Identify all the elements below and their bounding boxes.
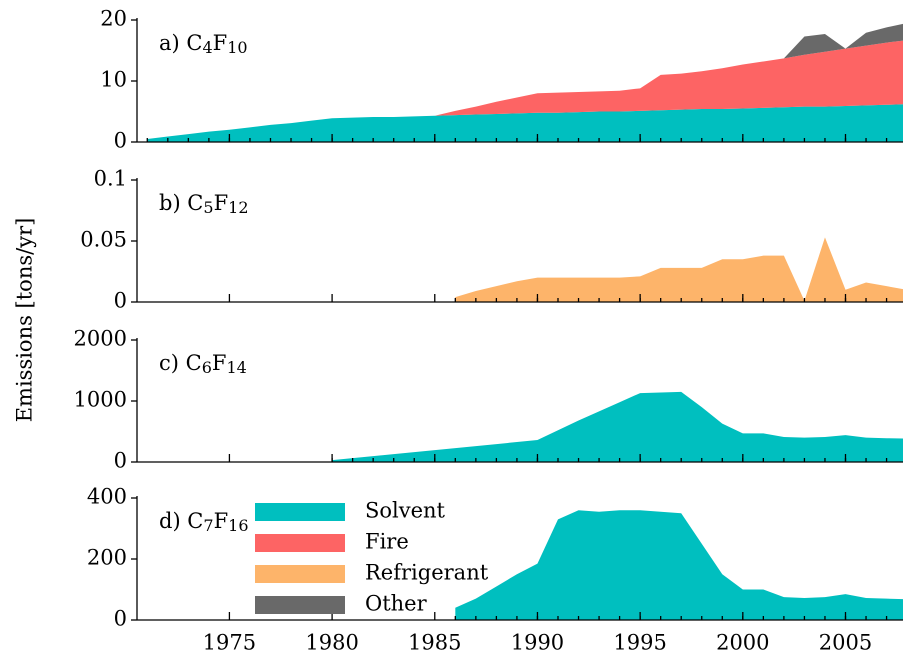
y-tick-label: 200	[87, 546, 127, 570]
panel-title: a) C4F10	[159, 31, 248, 58]
y-tick-label: 0	[114, 607, 127, 631]
x-tick-label: 1980	[305, 631, 358, 655]
x-tick-label: 2005	[819, 631, 872, 655]
title-part: 12	[228, 198, 248, 217]
y-tick-label: 20	[100, 7, 127, 31]
x-tick-label: 2000	[716, 631, 769, 655]
title-part: 10	[227, 38, 247, 57]
area	[147, 40, 903, 139]
y-tick-label: 1000	[74, 388, 127, 412]
plot-area	[147, 23, 903, 142]
title-part: F	[214, 191, 229, 215]
legend-label: Other	[365, 592, 428, 616]
area	[455, 237, 903, 302]
title-part: b) C	[159, 191, 203, 215]
legend-label: Fire	[365, 530, 409, 554]
x-tick-label: 1995	[613, 631, 666, 655]
plot-area	[455, 237, 903, 302]
legend-swatch	[255, 565, 345, 583]
x-tick-label: 1990	[511, 631, 564, 655]
title-part: 14	[226, 358, 246, 377]
title-part: F	[213, 31, 228, 55]
y-tick-label: 0	[114, 129, 127, 153]
title-part: F	[214, 509, 229, 533]
title-part: a) C	[159, 31, 202, 55]
x-tick-label: 1985	[408, 631, 461, 655]
y-tick-label: 0.1	[94, 167, 127, 191]
title-part: 7	[203, 516, 213, 535]
area	[332, 391, 903, 462]
title-part: 4	[202, 38, 212, 57]
y-tick-label: 2000	[74, 327, 127, 351]
legend-label: Refrigerant	[365, 561, 489, 585]
y-tick-label: 0	[114, 449, 127, 473]
title-part: 6	[202, 358, 212, 377]
plot-area	[455, 510, 903, 620]
y-tick-label: 10	[100, 68, 127, 92]
y-tick-label: 0.05	[80, 228, 127, 252]
panel-title: d) C7F16	[159, 509, 249, 536]
legend-swatch	[255, 596, 345, 614]
plot-area	[332, 391, 903, 462]
title-part: 16	[228, 516, 248, 535]
title-part: 5	[203, 198, 213, 217]
panel-title: b) C5F12	[159, 191, 249, 218]
area	[455, 510, 903, 620]
y-tick-label: 0	[114, 289, 127, 313]
y-axis-label: Emissions [tons/yr]	[13, 218, 37, 423]
title-part: c) C	[159, 351, 202, 375]
y-tick-label: 400	[87, 485, 127, 509]
legend-swatch	[255, 503, 345, 521]
legend-swatch	[255, 534, 345, 552]
title-part: F	[212, 351, 227, 375]
title-part: d) C	[159, 509, 203, 533]
panel-title: c) C6F14	[159, 351, 247, 378]
legend-label: Solvent	[365, 499, 446, 523]
area	[147, 104, 903, 142]
x-tick-label: 1975	[203, 631, 256, 655]
